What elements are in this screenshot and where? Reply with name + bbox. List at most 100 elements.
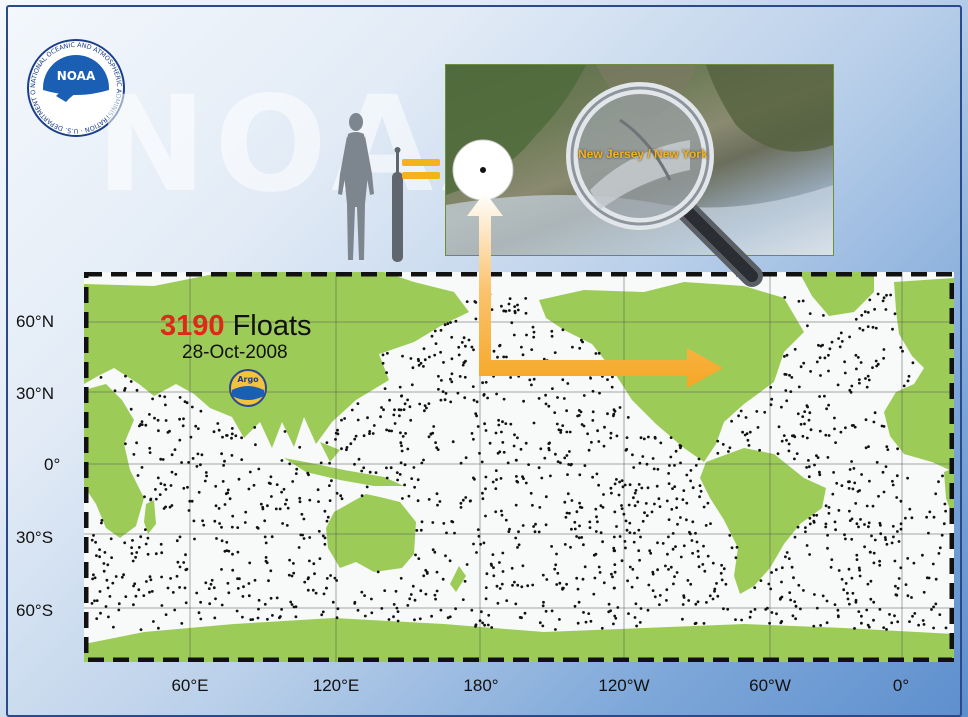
float-dot: [374, 471, 378, 474]
float-dot: [113, 389, 117, 393]
float-dot: [589, 619, 593, 623]
float-dot: [785, 438, 788, 442]
float-dot: [618, 480, 621, 484]
float-dot: [98, 555, 101, 559]
float-dot: [659, 441, 663, 445]
float-count-headline: 3190 Floats: [160, 310, 312, 343]
float-dot: [827, 434, 831, 437]
float-dot: [565, 511, 569, 515]
float-dot: [807, 475, 811, 479]
float-dot: [882, 296, 886, 300]
float-dot: [809, 370, 812, 373]
float-dot: [835, 481, 839, 485]
float-dot: [848, 388, 852, 392]
float-dot: [353, 437, 357, 441]
float-dot: [651, 457, 655, 460]
float-dot: [884, 308, 888, 311]
float-dot: [565, 582, 568, 586]
float-dot: [333, 576, 337, 580]
float-dot: [669, 455, 673, 459]
float-dot: [566, 473, 569, 476]
float-dot: [457, 353, 461, 357]
float-dot: [416, 478, 420, 482]
float-dot: [734, 618, 737, 621]
lon-label: 180°: [463, 676, 499, 695]
float-dot: [870, 534, 873, 538]
float-dot: [132, 584, 135, 588]
float-dot: [645, 462, 649, 466]
float-dot: [902, 384, 906, 388]
float-dot: [360, 494, 364, 498]
float-dot: [628, 531, 632, 534]
float-dot: [833, 427, 836, 431]
float-dot: [392, 615, 395, 619]
float-dot: [275, 596, 279, 600]
float-dot: [865, 608, 869, 612]
float-dot: [583, 565, 587, 569]
float-dot: [673, 575, 676, 578]
float-dot: [463, 579, 467, 583]
float-dot: [435, 492, 439, 496]
float-dot: [577, 409, 581, 412]
float-dot: [575, 510, 579, 514]
float-dot: [484, 586, 488, 589]
float-dot: [906, 379, 910, 383]
float-dot: [632, 540, 636, 544]
float-dot: [540, 476, 544, 480]
float-dot: [95, 599, 99, 602]
float-dot: [133, 582, 137, 586]
float-dot: [671, 487, 674, 490]
float-dot: [413, 598, 417, 602]
float-dot: [833, 603, 837, 606]
float-dot: [470, 345, 474, 349]
float-dot: [435, 446, 439, 450]
float-dot: [831, 492, 835, 496]
float-dot: [720, 578, 724, 582]
float-dot: [696, 600, 700, 604]
float-dot: [854, 598, 858, 602]
float-dot: [819, 344, 823, 348]
float-dot: [462, 361, 466, 364]
float-dot: [734, 556, 738, 560]
float-dot: [235, 609, 239, 613]
float-dot: [230, 432, 234, 436]
float-dot: [124, 595, 128, 598]
float-dot: [325, 441, 329, 444]
argo-badge-text: Argo: [237, 375, 259, 384]
float-dot: [317, 500, 320, 503]
float-dot: [866, 582, 870, 586]
float-dot: [871, 504, 875, 508]
float-dot: [465, 300, 469, 303]
float-dot: [695, 540, 699, 544]
float-dot: [123, 541, 127, 545]
float-dot: [748, 430, 752, 434]
float-dot: [927, 531, 930, 535]
float-dot: [283, 430, 287, 433]
float-dot: [807, 459, 810, 462]
float-dot: [623, 483, 627, 487]
float-dot: [679, 461, 682, 465]
float-dot: [864, 418, 868, 422]
float-dot: [156, 418, 160, 422]
float-dot: [863, 523, 866, 526]
float-dot: [449, 400, 453, 404]
float-dot: [895, 593, 899, 597]
float-dot: [306, 471, 310, 475]
float-dot: [648, 549, 652, 553]
float-dot: [613, 586, 616, 590]
float-dot: [848, 468, 852, 471]
float-dot: [638, 621, 642, 624]
float-dot: [110, 556, 113, 559]
float-dot: [302, 517, 306, 521]
float-dot: [267, 579, 270, 583]
float-dot: [440, 379, 443, 382]
float-dot: [298, 445, 302, 449]
float-dot: [502, 355, 506, 359]
float-dot: [422, 574, 426, 578]
float-dot: [512, 333, 516, 337]
float-dot: [682, 489, 686, 492]
float-dot: [578, 473, 582, 477]
float-dot: [248, 470, 252, 474]
float-dot: [746, 438, 750, 442]
float-dot: [767, 582, 771, 586]
